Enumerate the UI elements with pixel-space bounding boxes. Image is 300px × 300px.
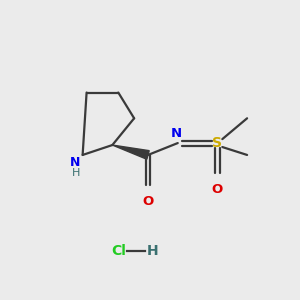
Polygon shape — [112, 145, 149, 159]
Text: O: O — [212, 183, 223, 196]
Text: H: H — [147, 244, 159, 258]
Text: O: O — [142, 195, 154, 208]
Text: N: N — [171, 127, 182, 140]
Text: H: H — [72, 168, 81, 178]
Text: Cl: Cl — [111, 244, 126, 258]
Text: S: S — [212, 136, 222, 150]
Text: N: N — [70, 156, 81, 169]
